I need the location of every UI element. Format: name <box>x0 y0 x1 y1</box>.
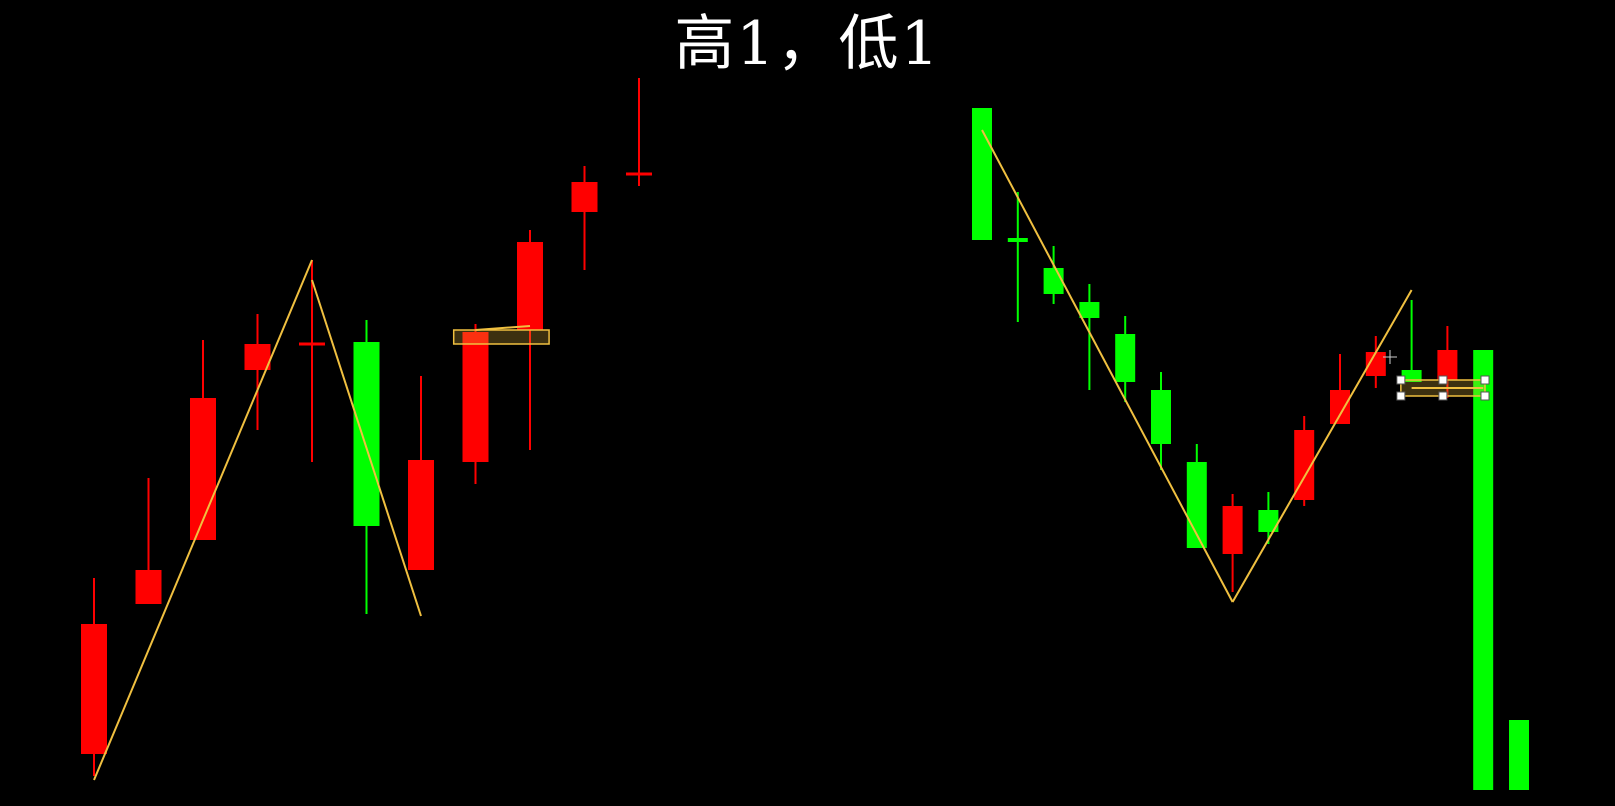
candle-body <box>1258 510 1279 532</box>
candle <box>1330 354 1350 424</box>
candle <box>1437 326 1458 398</box>
candle-body <box>1401 370 1422 382</box>
candle-body <box>353 342 380 526</box>
candle-body <box>1330 390 1350 424</box>
candle <box>1222 494 1243 592</box>
candle-body <box>1151 390 1171 444</box>
candle <box>244 314 271 430</box>
candle-body <box>1509 720 1529 790</box>
candle-body <box>135 570 162 604</box>
candle-body <box>1043 268 1064 294</box>
candle <box>1079 284 1100 390</box>
trend-line[interactable] <box>1231 289 1413 603</box>
candle <box>299 260 325 462</box>
candle <box>1258 492 1279 544</box>
candle-body <box>571 182 598 212</box>
candle-body <box>1473 350 1494 790</box>
candle <box>408 376 434 570</box>
candle-body <box>1079 302 1100 318</box>
candle-body <box>1437 350 1458 380</box>
chart-title: 高1，低1 <box>674 9 941 79</box>
candle <box>1151 372 1171 470</box>
candle <box>1186 444 1207 548</box>
candle <box>1043 246 1064 304</box>
candle <box>1007 192 1028 322</box>
trend-line[interactable] <box>93 259 313 781</box>
selection-handle[interactable] <box>1438 391 1448 401</box>
candle <box>1401 300 1422 382</box>
candle <box>972 108 992 240</box>
candle <box>1509 720 1529 790</box>
candle-body <box>1365 352 1386 376</box>
left-panel <box>81 78 652 776</box>
crosshair-cursor-icon <box>1383 350 1397 364</box>
candle-body <box>972 108 992 240</box>
candle-body <box>299 342 325 346</box>
candle <box>1473 350 1494 790</box>
selection-handle[interactable] <box>1438 375 1448 385</box>
candle <box>135 478 162 604</box>
selection-handle[interactable] <box>1480 375 1490 385</box>
candle-body <box>1294 430 1315 500</box>
trend-line[interactable] <box>311 279 422 617</box>
candle <box>1365 336 1386 388</box>
candle-body <box>626 172 652 176</box>
candle <box>190 340 216 540</box>
candle <box>1294 416 1315 506</box>
candle-body <box>408 460 434 570</box>
candle <box>1115 316 1136 402</box>
candle <box>626 78 652 186</box>
candle <box>517 230 543 450</box>
selection-handle[interactable] <box>1480 391 1490 401</box>
candle-body <box>517 242 543 330</box>
candle <box>353 320 380 614</box>
selection-handle[interactable] <box>1396 391 1406 401</box>
candle-body <box>190 398 216 540</box>
candle-body <box>81 624 107 754</box>
candle <box>571 166 598 270</box>
candle <box>81 578 107 776</box>
selection-handle[interactable] <box>1396 375 1406 385</box>
candle-body <box>462 332 489 462</box>
candle <box>462 324 489 484</box>
candle-body <box>1007 238 1028 242</box>
candle-body <box>1115 334 1136 382</box>
trend-line[interactable] <box>981 129 1234 603</box>
right-panel <box>972 108 1529 790</box>
candle-body <box>1222 506 1243 554</box>
range-box[interactable] <box>452 329 550 345</box>
candle-body <box>244 344 271 370</box>
drawing-overlay <box>93 129 1490 781</box>
